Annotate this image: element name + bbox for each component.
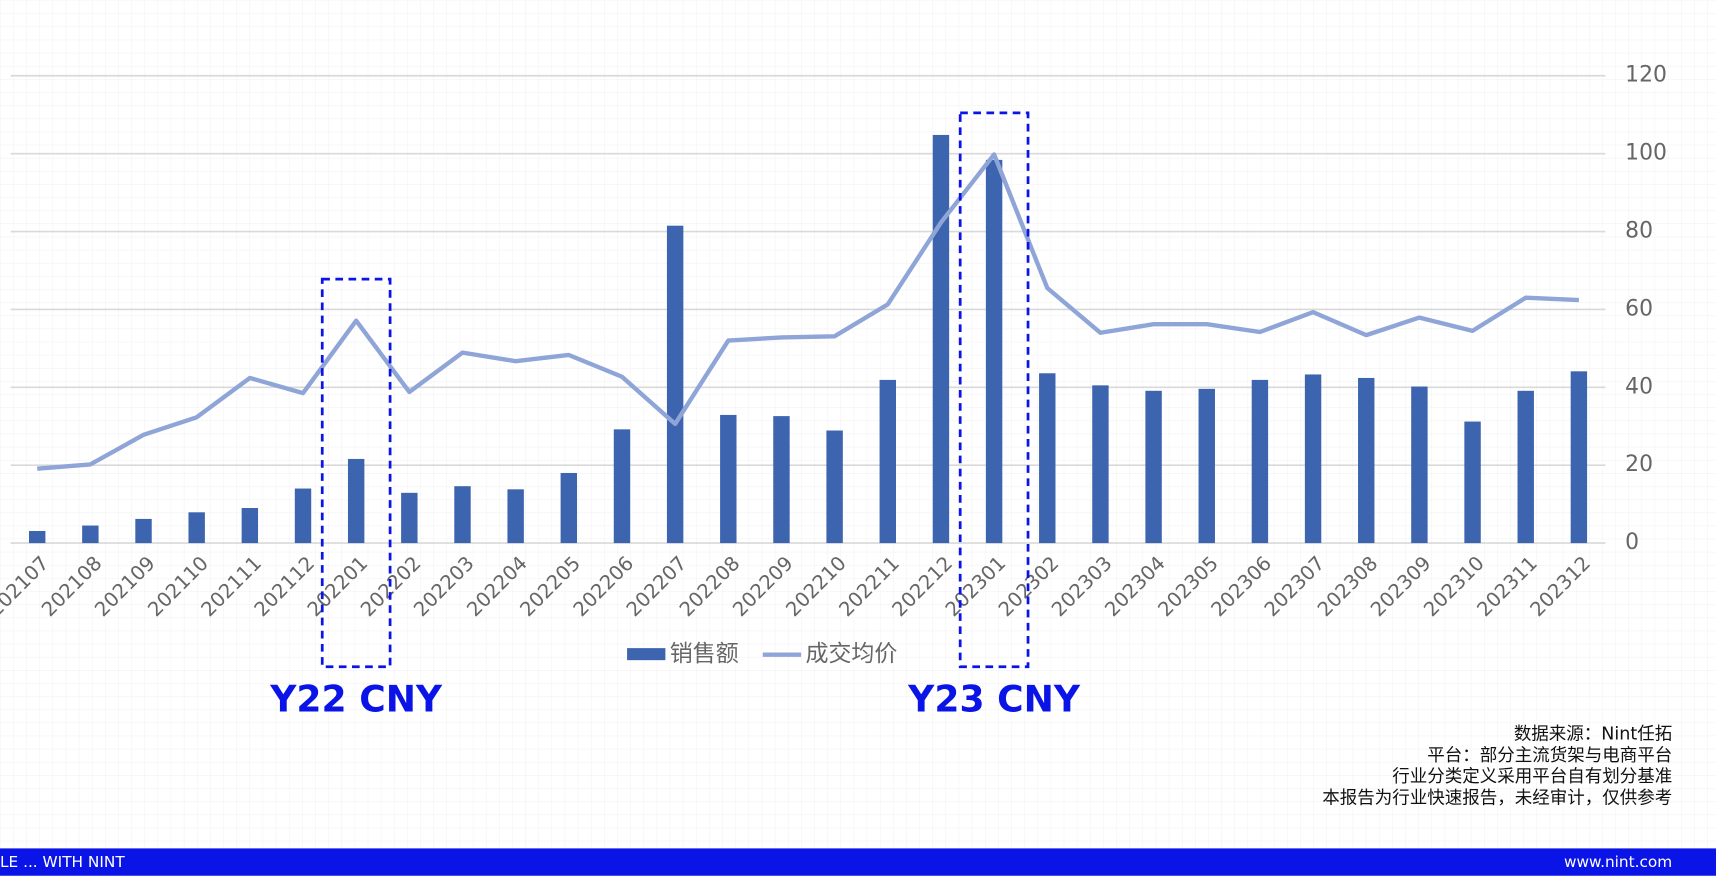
footer-left: LE ... WITH NINT [0, 853, 125, 871]
bar [1198, 388, 1215, 544]
annotation-box [958, 111, 1030, 669]
y-tick-label: 40 [1625, 374, 1653, 399]
bar [773, 416, 790, 544]
y-tick-label: 120 [1625, 63, 1667, 88]
source-note: 本报告为行业快速报告，未经审计，仅供参考 [1322, 789, 1672, 809]
legend-swatch [627, 648, 666, 661]
bar [1358, 377, 1375, 544]
bar [1517, 390, 1534, 544]
legend-label: 成交均价 [805, 641, 897, 667]
bar [241, 508, 259, 544]
bar [82, 525, 99, 544]
annotation-box [320, 277, 392, 669]
bar [1092, 385, 1109, 544]
bar [826, 430, 843, 544]
y-tick-label: 100 [1625, 141, 1667, 166]
footer-right: www.nint.com [1564, 853, 1672, 871]
line [37, 152, 1579, 471]
bar [720, 414, 737, 544]
bar [28, 530, 46, 544]
bar [1304, 374, 1322, 544]
bar [188, 512, 205, 544]
bar [1411, 386, 1428, 544]
bar [1039, 373, 1056, 544]
y-tick-label: 80 [1625, 219, 1653, 244]
source-note: 平台：部分主流货架与电商平台 [1427, 746, 1672, 766]
source-note: 行业分类定义采用平台自有划分基准 [1392, 767, 1672, 787]
bar [347, 458, 365, 544]
footer-bar [0, 848, 1716, 876]
bar [401, 492, 418, 544]
bar [932, 134, 950, 544]
bar [1570, 371, 1588, 544]
bar [613, 429, 631, 544]
bar [985, 159, 1003, 544]
y-tick-label: 20 [1625, 452, 1653, 477]
source-note: 数据来源：Nint任拓 [1514, 725, 1672, 745]
bar [666, 225, 684, 544]
bar [294, 488, 312, 544]
annotation-label: Y23 CNY [907, 678, 1081, 721]
bar [1251, 379, 1269, 544]
bar [135, 518, 152, 544]
annotation-label: Y22 CNY [269, 678, 443, 721]
bar [560, 472, 578, 544]
bar [454, 486, 471, 544]
legend-label: 销售额 [670, 641, 739, 667]
bar [1145, 390, 1162, 544]
y-tick-label: 60 [1625, 296, 1653, 321]
bar [507, 489, 524, 544]
bar [1464, 421, 1481, 544]
bar [879, 379, 896, 544]
y-tick-label: 0 [1625, 530, 1639, 555]
